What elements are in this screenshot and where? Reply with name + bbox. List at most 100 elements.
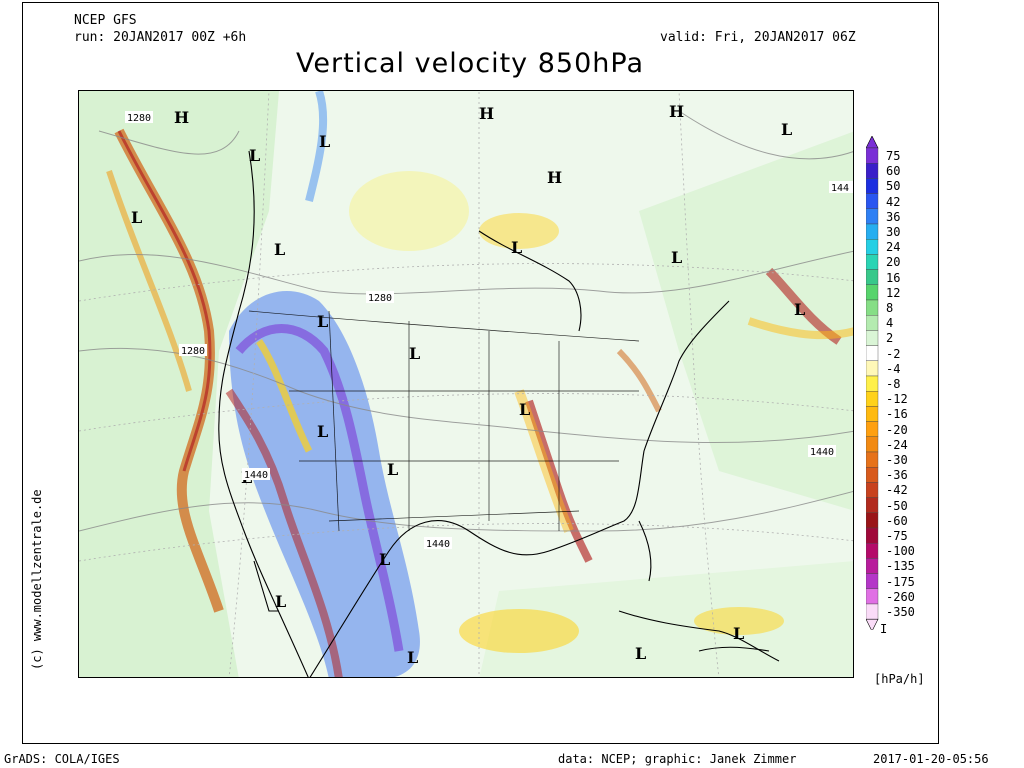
legend-label: -24 bbox=[886, 437, 908, 452]
coastlines bbox=[218, 150, 780, 677]
low-pressure-marker: L bbox=[635, 644, 646, 663]
low-pressure-marker: L bbox=[275, 592, 286, 611]
low-pressure-marker: L bbox=[409, 344, 420, 363]
legend-swatch bbox=[866, 238, 879, 255]
model-name: NCEP GFS bbox=[74, 13, 137, 28]
caribbean-field bbox=[479, 561, 853, 677]
western-descent-band bbox=[225, 388, 343, 677]
legend-swatch bbox=[866, 421, 879, 438]
legend-label: 4 bbox=[886, 316, 894, 331]
legend-top-arrow bbox=[866, 136, 879, 149]
legend-swatch bbox=[866, 284, 879, 301]
legend-swatch bbox=[866, 482, 879, 498]
legend-swatch bbox=[866, 467, 879, 483]
legend-label: -135 bbox=[886, 559, 915, 574]
legend-label: 50 bbox=[886, 179, 901, 194]
contour-label: 144 bbox=[831, 183, 849, 194]
contour-label: 1280 bbox=[368, 293, 392, 304]
side-credit: (c) www.modellzentrale.de bbox=[30, 489, 44, 670]
legend-swatch bbox=[866, 223, 879, 240]
contour-label: 1440 bbox=[426, 539, 450, 550]
legend-swatch bbox=[866, 603, 879, 620]
high-pressure-marker: H bbox=[547, 168, 562, 187]
low-pressure-marker: L bbox=[317, 312, 328, 331]
legend-label: -16 bbox=[886, 407, 908, 422]
height-contours bbox=[79, 110, 853, 532]
legend-label: 30 bbox=[886, 225, 901, 239]
legend-label: -60 bbox=[886, 513, 908, 528]
valid-time: valid: Fri, 20JAN2017 06Z bbox=[660, 30, 856, 45]
legend-label: -12 bbox=[886, 392, 908, 407]
legend-swatch bbox=[866, 193, 879, 209]
legend-swatch bbox=[866, 497, 879, 514]
pacific-front-core bbox=[117, 130, 212, 472]
legend-label: 20 bbox=[886, 255, 901, 270]
western-strong-band bbox=[235, 324, 404, 652]
legend-swatch bbox=[866, 390, 879, 407]
legend-label: -175 bbox=[886, 574, 915, 589]
northeast-band bbox=[616, 348, 662, 413]
bc-coast-band bbox=[305, 91, 328, 202]
contour-labels: 1280 1280 1280 1440 1440 1440 144 bbox=[125, 111, 853, 550]
state-borders bbox=[248, 310, 640, 532]
legend-swatch bbox=[866, 451, 879, 468]
legend-label: -20 bbox=[886, 422, 908, 437]
gulf-patch bbox=[459, 609, 579, 653]
legend-label: -75 bbox=[886, 529, 908, 543]
legend-swatch bbox=[866, 314, 879, 331]
legend-swatch bbox=[866, 527, 879, 544]
contour-label: 1280 bbox=[181, 346, 205, 357]
hudson-patch bbox=[479, 213, 559, 249]
legend-swatch bbox=[866, 345, 879, 362]
high-pressure-marker: H bbox=[479, 104, 494, 123]
legend-swatch bbox=[866, 588, 879, 605]
footer-credit: data: NCEP; graphic: Janek Zimmer bbox=[558, 752, 797, 766]
legend-label: -30 bbox=[886, 453, 908, 467]
low-pressure-marker: L bbox=[671, 248, 682, 267]
legend-label: -36 bbox=[886, 468, 908, 483]
legend-swatch bbox=[866, 512, 879, 529]
legend-label: -350 bbox=[886, 605, 915, 619]
legend-swatch bbox=[866, 558, 879, 574]
low-pressure-marker: L bbox=[387, 460, 398, 479]
map-title: Vertical velocity 850hPa bbox=[295, 48, 644, 79]
low-pressure-marker: L bbox=[379, 550, 390, 569]
legend-bottom-arrow-label: I bbox=[880, 622, 888, 637]
low-pressure-marker: L bbox=[511, 238, 522, 257]
legend-label: 2 bbox=[886, 331, 894, 346]
canada-patch bbox=[349, 171, 469, 251]
low-pressure-marker: L bbox=[249, 146, 260, 165]
low-pressure-marker: L bbox=[794, 300, 805, 319]
legend-swatch bbox=[866, 436, 879, 453]
low-pressure-marker: L bbox=[317, 422, 328, 441]
legend-swatch bbox=[866, 147, 879, 164]
mississippi-front-halo bbox=[514, 389, 574, 533]
legend-swatch bbox=[866, 573, 879, 590]
plot-frame bbox=[22, 2, 939, 744]
high-pressure-marker: H bbox=[174, 108, 189, 127]
contour-label: 1280 bbox=[127, 113, 151, 124]
legend-label: 60 bbox=[886, 164, 901, 179]
legend-label: -2 bbox=[886, 346, 901, 361]
legend-swatch bbox=[866, 299, 879, 316]
legend-label: 16 bbox=[886, 270, 901, 285]
legend-label: -260 bbox=[886, 589, 915, 604]
legend-label: 36 bbox=[886, 209, 901, 224]
legend-label: -42 bbox=[886, 483, 908, 498]
low-pressure-marker: L bbox=[733, 624, 744, 643]
pacific-field bbox=[79, 91, 279, 677]
legend-label: 24 bbox=[886, 240, 901, 255]
legend-swatch bbox=[866, 269, 879, 286]
legend-colorbar bbox=[866, 136, 879, 630]
legend-label: 8 bbox=[886, 301, 894, 315]
map-canvas: H H H H L L L L L L L L L L L L L L L L … bbox=[79, 91, 853, 677]
atlantic-low-halo bbox=[747, 317, 853, 340]
legend-label: 75 bbox=[886, 149, 901, 163]
legend-swatch bbox=[866, 375, 879, 392]
legend-swatch bbox=[866, 254, 879, 270]
weather-map: H H H H L L L L L L L L L L L L L L L L … bbox=[78, 90, 854, 678]
low-pressure-marker: L bbox=[131, 208, 142, 227]
legend-swatch bbox=[866, 360, 879, 377]
low-pressure-marker: L bbox=[274, 240, 285, 259]
pacific-front-secondary bbox=[106, 170, 192, 392]
